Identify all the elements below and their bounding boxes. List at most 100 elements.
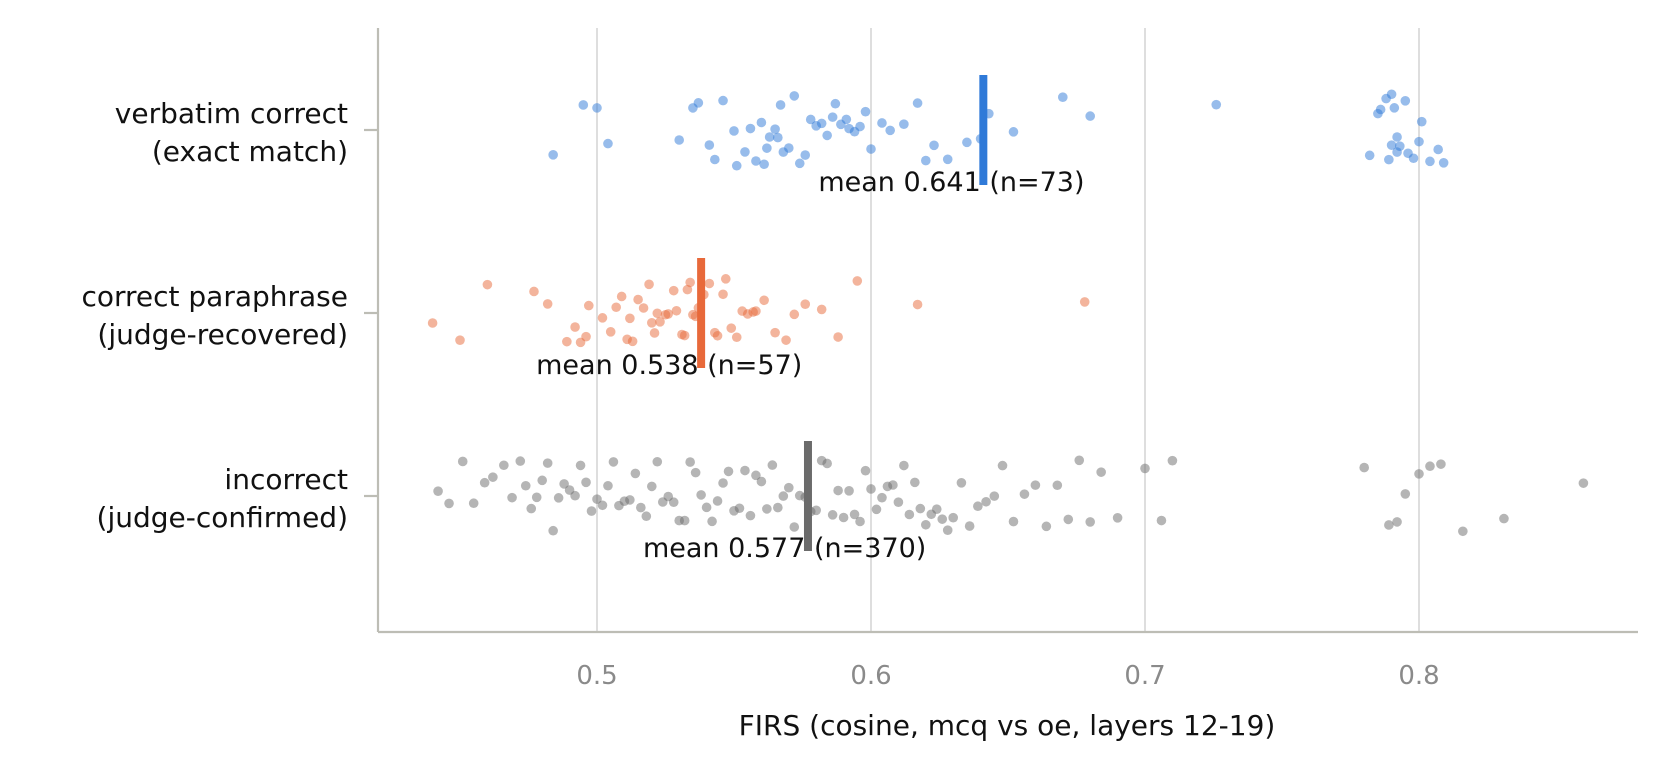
data-point (704, 278, 715, 289)
data-point (929, 140, 939, 151)
data-point (762, 143, 772, 153)
data-point (647, 481, 657, 492)
data-point (877, 118, 887, 128)
data-point (770, 124, 780, 134)
axes: 0.5 0.6 0.7 0.8 verbatim correct (exact match… (81, 28, 1638, 691)
data-point (690, 467, 701, 478)
data-point (781, 335, 791, 345)
data-point (1384, 520, 1394, 530)
data-point (827, 510, 838, 520)
data-point (1425, 156, 1435, 167)
data-point (767, 460, 778, 470)
data-point (915, 503, 926, 514)
data-point (731, 332, 742, 343)
data-point (427, 318, 438, 328)
data-point (800, 299, 811, 309)
data-point (597, 313, 608, 323)
data-point (726, 323, 737, 333)
data-point (811, 505, 821, 516)
data-point (704, 140, 715, 150)
data-point (962, 137, 972, 148)
grid-lines (596, 28, 1420, 632)
data-point (1458, 526, 1468, 537)
data-point (718, 95, 728, 106)
x-tick-label: 0.8 (1398, 661, 1439, 691)
data-point (1052, 480, 1063, 491)
data-point (822, 458, 832, 469)
data-point (899, 119, 909, 129)
data-point (827, 112, 838, 122)
data-point (910, 477, 920, 488)
data-point (1384, 154, 1394, 165)
data-point (833, 332, 843, 342)
data-point (762, 504, 772, 514)
data-point (751, 306, 761, 316)
data-point (1416, 116, 1427, 127)
data-point (1578, 478, 1589, 488)
x-tick-label: 0.7 (1124, 661, 1165, 691)
data-point (597, 500, 608, 511)
data-point (649, 328, 660, 338)
data-point (542, 299, 553, 309)
data-point (548, 525, 558, 536)
data-point (800, 150, 811, 160)
data-point (855, 121, 865, 132)
data-point (1074, 455, 1085, 466)
data-point (759, 159, 769, 170)
data-point (1433, 144, 1443, 155)
data-point (888, 480, 898, 490)
data-point (931, 504, 942, 514)
data-point (583, 300, 594, 311)
data-point (778, 491, 789, 501)
mean-label: mean 0.641 (n=73) (818, 167, 1084, 198)
data-point (578, 100, 589, 110)
data-point (707, 516, 717, 527)
data-point (751, 470, 761, 481)
data-point (745, 510, 756, 521)
data-point (1395, 141, 1405, 151)
data-point (756, 117, 767, 128)
data-point (942, 525, 953, 535)
data-point (773, 132, 783, 143)
data-point (942, 154, 953, 165)
data-point (773, 502, 783, 513)
mean-markers: mean 0.641 (n=73) mean 0.538 (n=57) mean 0… (536, 75, 1085, 564)
data-point (775, 100, 786, 110)
data-point (1140, 463, 1150, 474)
data-point (997, 460, 1008, 471)
data-point (1438, 158, 1449, 168)
data-point (636, 502, 646, 513)
data-point (1096, 467, 1106, 477)
data-point (816, 304, 827, 315)
data-point (712, 496, 723, 506)
data-point (745, 123, 756, 134)
data-point (647, 318, 657, 328)
data-point (542, 458, 553, 468)
data-point (855, 516, 865, 527)
data-point (937, 514, 948, 524)
data-point (899, 460, 909, 471)
data-point (833, 485, 843, 496)
data-point (860, 465, 871, 476)
data-point (696, 490, 706, 500)
x-tick-label: 0.5 (576, 661, 617, 691)
data-point (674, 135, 684, 145)
data-point (1389, 103, 1400, 113)
data-point (740, 147, 750, 157)
data-point (1019, 489, 1030, 499)
data-point (507, 492, 517, 503)
data-point (625, 495, 635, 505)
data-point (581, 331, 591, 342)
data-point (1167, 455, 1178, 466)
data-points (427, 89, 1589, 537)
data-point (685, 457, 695, 467)
data-point (608, 457, 619, 467)
data-point (433, 486, 443, 496)
data-point (611, 302, 621, 313)
data-point (570, 490, 580, 501)
data-point (729, 126, 739, 136)
data-point (531, 492, 542, 503)
data-point (682, 284, 693, 295)
data-point (904, 509, 915, 520)
